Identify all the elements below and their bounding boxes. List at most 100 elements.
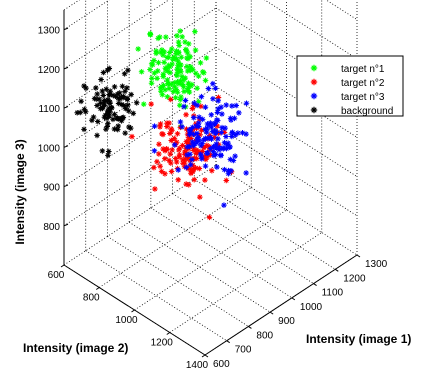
data-point — [114, 91, 121, 97]
data-point — [215, 106, 221, 112]
data-point — [190, 166, 197, 173]
data-point — [114, 115, 121, 121]
x-tick-label: 1000 — [300, 302, 323, 313]
data-point — [176, 154, 182, 160]
data-point — [115, 95, 121, 101]
data-point — [231, 115, 238, 122]
y-tick-mark — [60, 264, 65, 268]
data-point — [128, 91, 134, 98]
data-point — [227, 156, 234, 163]
data-point — [201, 153, 208, 160]
data-point — [243, 170, 249, 176]
data-point — [154, 68, 161, 74]
data-point — [189, 156, 195, 163]
wall-grid-line — [63, 86, 217, 187]
data-point — [221, 166, 228, 173]
x-tick-mark — [248, 326, 252, 329]
data-point — [190, 114, 197, 121]
data-point — [154, 158, 160, 165]
data-point — [209, 167, 215, 174]
data-point — [93, 85, 99, 91]
data-point — [192, 47, 199, 53]
data-point — [204, 142, 210, 149]
data-point — [202, 77, 209, 84]
data-point — [189, 139, 196, 145]
data-point — [171, 83, 178, 90]
series-target-n-3 — [151, 80, 250, 208]
data-point — [165, 62, 172, 69]
data-point — [104, 115, 110, 122]
x-tick-label: 1100 — [322, 288, 344, 299]
data-point — [203, 129, 210, 135]
data-point — [176, 42, 182, 49]
data-point — [111, 126, 118, 132]
z-tick-label: 1300 — [38, 26, 61, 37]
data-point — [181, 160, 188, 166]
floor-grid-line — [172, 193, 314, 284]
y-tick-mark — [131, 309, 135, 313]
data-point — [130, 110, 137, 117]
data-points — [74, 28, 250, 221]
data-point — [191, 100, 198, 106]
legend-box — [296, 55, 404, 117]
data-point — [101, 114, 108, 121]
x-tick-mark — [204, 354, 209, 358]
wall-grid-line — [63, 0, 170, 70]
data-point — [185, 134, 192, 141]
data-point — [162, 86, 168, 93]
data-point — [138, 68, 145, 75]
x-tick-mark — [226, 340, 230, 344]
data-point — [187, 129, 194, 136]
data-point — [106, 91, 112, 98]
legend-marker — [310, 78, 318, 86]
data-point — [167, 96, 174, 103]
data-point — [177, 96, 184, 103]
data-point — [194, 137, 200, 143]
data-point — [225, 170, 232, 177]
data-point — [194, 102, 200, 109]
data-point — [168, 126, 174, 132]
data-point — [228, 133, 235, 140]
data-point — [219, 111, 225, 117]
data-point — [182, 39, 188, 45]
data-point — [168, 137, 175, 144]
data-point — [185, 181, 192, 188]
data-point — [223, 133, 229, 140]
data-point — [180, 83, 187, 90]
data-point — [195, 123, 202, 130]
data-point — [212, 85, 219, 92]
data-point — [160, 82, 167, 89]
data-point — [94, 132, 100, 139]
z-tick-mark — [63, 223, 69, 227]
data-point — [176, 147, 182, 153]
data-point — [214, 109, 221, 116]
data-point — [180, 157, 186, 163]
data-point — [100, 69, 107, 76]
data-point — [94, 102, 100, 109]
data-point — [200, 69, 206, 75]
data-point — [207, 120, 214, 126]
data-point — [105, 97, 111, 103]
data-point — [206, 132, 213, 139]
data-point — [153, 48, 159, 54]
data-point — [174, 130, 181, 137]
x-tick-mark — [269, 311, 274, 315]
data-point — [81, 83, 87, 89]
z-tick-label: 800 — [43, 222, 60, 233]
data-point — [175, 39, 182, 45]
data-point — [184, 63, 190, 70]
data-point — [83, 85, 89, 91]
data-point — [186, 126, 193, 133]
data-point — [157, 84, 164, 91]
data-point — [235, 130, 241, 136]
data-point — [116, 96, 123, 102]
data-point — [213, 145, 220, 151]
floor-grid-line — [85, 250, 227, 342]
data-point — [167, 69, 173, 76]
data-point — [186, 143, 193, 150]
data-point — [177, 119, 184, 125]
data-point — [162, 147, 168, 154]
y-tick-mark — [95, 287, 100, 290]
data-point — [215, 136, 221, 142]
